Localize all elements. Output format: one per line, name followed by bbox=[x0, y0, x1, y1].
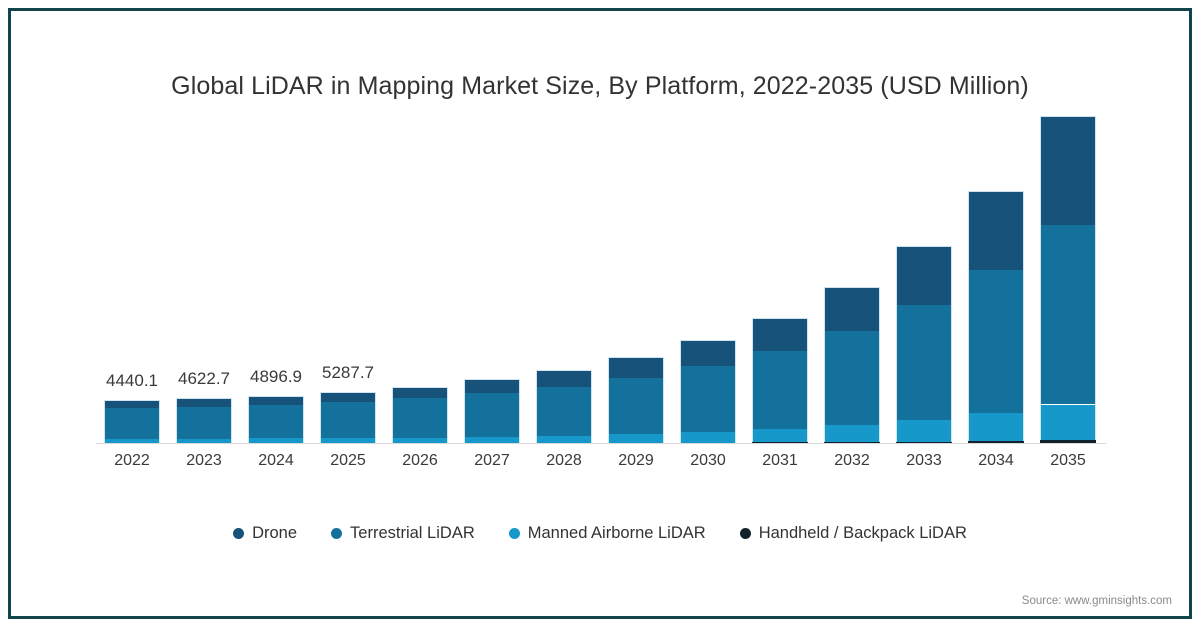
bar-segment-terrestrial[interactable] bbox=[1040, 224, 1096, 405]
bar-segment-manned-airborne[interactable] bbox=[608, 434, 664, 443]
bar-segment-manned-airborne[interactable] bbox=[392, 437, 448, 444]
x-axis-tick-2028: 2028 bbox=[546, 452, 582, 469]
x-axis-tick-2026: 2026 bbox=[402, 452, 438, 469]
bar-segment-manned-airborne[interactable] bbox=[464, 437, 520, 444]
bar-segment-manned-airborne[interactable] bbox=[104, 438, 160, 444]
chart-title: Global LiDAR in Mapping Market Size, By … bbox=[171, 72, 1029, 100]
bar-segment-terrestrial[interactable] bbox=[536, 386, 592, 436]
legend-item-label: Terrestrial LiDAR bbox=[350, 524, 475, 542]
x-axis-tick-2030: 2030 bbox=[690, 452, 726, 469]
legend-dot-icon bbox=[739, 528, 751, 539]
bar-segment-terrestrial[interactable] bbox=[824, 330, 880, 426]
legend-item[interactable]: Manned Airborne LiDAR bbox=[508, 524, 706, 543]
legend-item-label: Handheld / Backpack LiDAR bbox=[758, 524, 967, 542]
bar-value-label: 5287.7 bbox=[322, 362, 374, 382]
x-axis-tick-2033: 2033 bbox=[906, 452, 942, 469]
bar-segment-drone[interactable] bbox=[824, 286, 880, 331]
bar-segment-drone[interactable] bbox=[752, 317, 808, 352]
bar-segment-manned-airborne[interactable] bbox=[536, 436, 592, 444]
bar-segment-drone[interactable] bbox=[392, 386, 448, 399]
bar-segment-terrestrial[interactable] bbox=[392, 398, 448, 438]
bar-segment-terrestrial[interactable] bbox=[680, 366, 736, 433]
bar-segment-drone[interactable] bbox=[320, 391, 376, 402]
legend-item-label: Drone bbox=[252, 524, 298, 542]
x-axis-tick-2029: 2029 bbox=[618, 452, 654, 469]
bar-segment-manned-airborne[interactable] bbox=[176, 438, 232, 444]
x-axis-tick-2025: 2025 bbox=[330, 452, 366, 469]
bar-segment-terrestrial[interactable] bbox=[176, 406, 232, 439]
bar-segment-terrestrial[interactable] bbox=[752, 351, 808, 430]
x-axis-tick-2027: 2027 bbox=[474, 452, 510, 469]
bar-segment-drone[interactable] bbox=[968, 191, 1024, 271]
bar-segment-terrestrial[interactable] bbox=[968, 270, 1024, 413]
legend-item[interactable]: Handheld / Backpack LiDAR bbox=[739, 524, 967, 543]
legend-dot-icon bbox=[331, 528, 343, 539]
bar-segment-drone[interactable] bbox=[176, 398, 232, 407]
bar-segment-terrestrial[interactable] bbox=[320, 401, 376, 438]
bar-segment-drone[interactable] bbox=[104, 400, 160, 408]
bar-segment-terrestrial[interactable] bbox=[896, 304, 952, 420]
bar-segment-drone[interactable] bbox=[464, 379, 520, 394]
bar-segment-manned-airborne[interactable] bbox=[896, 419, 952, 442]
x-axis-tick-2031: 2031 bbox=[762, 452, 798, 469]
source-attribution: Source: www.gminsights.com bbox=[1021, 595, 1172, 607]
legend-item[interactable]: Terrestrial LiDAR bbox=[331, 524, 475, 543]
legend-dot-icon bbox=[508, 528, 520, 539]
bar-value-label: 4896.9 bbox=[250, 366, 302, 386]
plot-area: 4440.1 4622.7 4896.9 5287.7 bbox=[96, 110, 1104, 444]
bar-segment-manned-airborne[interactable] bbox=[1040, 404, 1096, 441]
bar-value-label: 4622.7 bbox=[178, 369, 230, 389]
bar-segment-terrestrial[interactable] bbox=[608, 377, 664, 435]
bar-segment-terrestrial[interactable] bbox=[248, 404, 304, 439]
x-axis-line bbox=[96, 443, 1106, 444]
bar-segment-terrestrial[interactable] bbox=[104, 407, 160, 439]
bar-segment-manned-airborne[interactable] bbox=[248, 438, 304, 444]
bar-segment-drone[interactable] bbox=[608, 357, 664, 378]
bar-segment-manned-airborne[interactable] bbox=[320, 437, 376, 444]
x-axis-tick-2022: 2022 bbox=[114, 452, 150, 469]
bar-segment-manned-airborne[interactable] bbox=[968, 412, 1024, 442]
legend-item-label: Manned Airborne LiDAR bbox=[527, 524, 706, 542]
bar-segment-drone[interactable] bbox=[680, 340, 736, 367]
bar-segment-drone[interactable] bbox=[536, 369, 592, 387]
bar-segment-drone[interactable] bbox=[248, 395, 304, 405]
x-axis-tick-2034: 2034 bbox=[978, 452, 1014, 469]
bar-segment-drone[interactable] bbox=[896, 246, 952, 305]
legend-dot-icon bbox=[233, 528, 245, 539]
legend-item[interactable]: Drone bbox=[233, 524, 297, 543]
chart-legend: Drone Terrestrial LiDAR Manned Airborne Li… bbox=[0, 524, 1200, 543]
bar-segment-drone[interactable] bbox=[1040, 115, 1096, 225]
x-axis-tick-2023: 2023 bbox=[186, 452, 222, 469]
x-axis-tick-2035: 2035 bbox=[1050, 452, 1086, 469]
bar-value-label: 4440.1 bbox=[106, 371, 158, 391]
bar-segment-manned-airborne[interactable] bbox=[680, 432, 736, 443]
x-axis-tick-2032: 2032 bbox=[834, 452, 870, 469]
bar-segment-manned-airborne[interactable] bbox=[752, 429, 808, 443]
x-axis-tick-2024: 2024 bbox=[258, 452, 294, 469]
bar-segment-terrestrial[interactable] bbox=[464, 393, 520, 437]
bar-segment-manned-airborne[interactable] bbox=[824, 425, 880, 442]
